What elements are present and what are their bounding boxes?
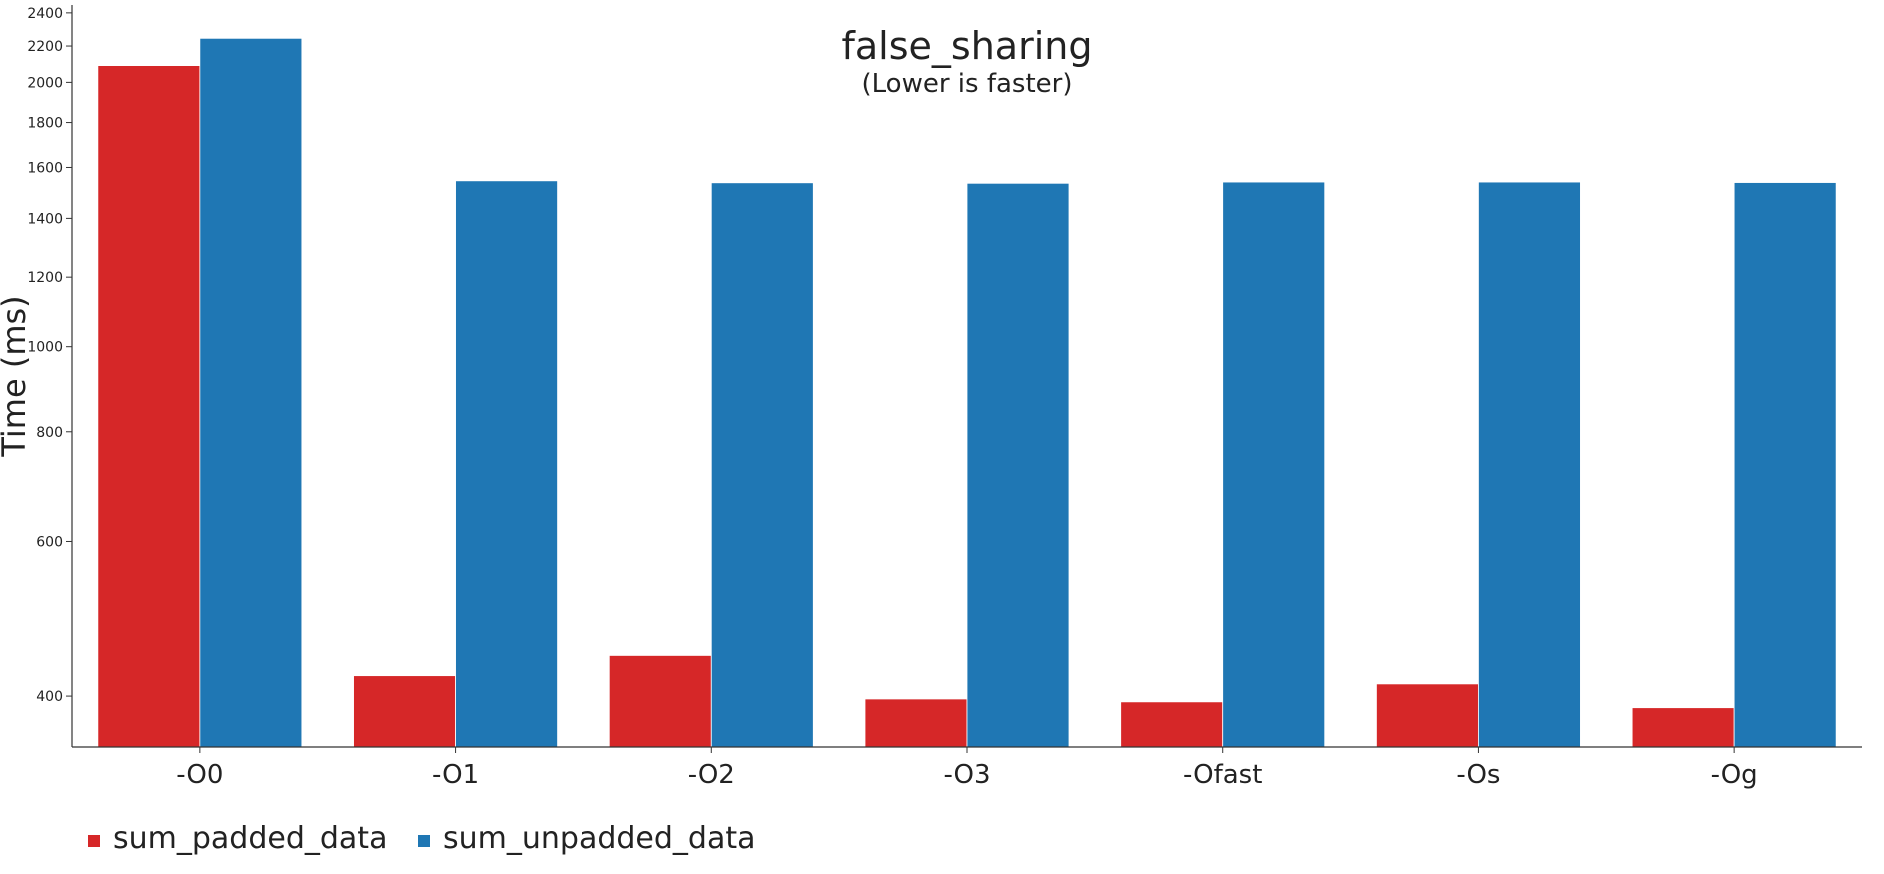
legend-label-sum-unpadded-data: sum_unpadded_data [443,821,755,856]
x-tick-label: -O1 [432,760,479,790]
bar-sum-padded-data-o2 [608,655,712,748]
bar-sum-padded-data-o3 [864,698,968,748]
legend-swatch-sum-unpadded-data [418,835,430,847]
y-tick-label: 2000 [27,75,63,91]
bar-sum-padded-data-o0 [97,65,201,748]
bar-sum-unpadded-data-o2 [710,182,814,748]
legend-label-sum-padded-data: sum_padded_data [113,821,387,856]
bar-sum-padded-data-ofast [1120,701,1224,748]
chart-subtitle: (Lower is faster) [862,69,1073,99]
y-axis-label: Time (ms) [0,295,33,457]
y-tick-label: 2200 [27,39,63,55]
x-tick-label: -Ofast [1183,760,1262,790]
x-tick-label: -O2 [688,760,735,790]
y-tick-label: 600 [36,534,63,550]
bar-sum-padded-data-o1 [353,675,456,748]
y-tick-label: 1600 [27,160,63,176]
chart-title: false_sharing [842,24,1093,68]
legend: sum_padded_data sum_unpadded_data [88,821,755,856]
bars-group [97,37,1837,748]
bar-sum-unpadded-data-o0 [199,37,303,748]
y-tick-label: 1000 [27,340,63,356]
bar-sum-unpadded-data-o1 [455,180,558,748]
y-tick-label: 400 [36,689,63,705]
x-ticks-group: -O0 -O1 -O2 -O3 -Ofast -Os -Og [176,747,1758,790]
bar-sum-padded-data-og [1631,707,1735,748]
y-tick-label: 1400 [27,211,63,227]
x-tick-label: -Og [1711,760,1758,790]
bar-sum-unpadded-data-ofast [1222,181,1326,748]
legend-swatch-sum-padded-data [88,835,100,847]
x-tick-label: -O0 [176,760,223,790]
x-tick-label: -Os [1456,760,1500,790]
y-tick-label: 1800 [27,116,63,132]
bar-sum-padded-data-os [1376,683,1479,748]
bar-sum-unpadded-data-o3 [966,182,1070,748]
bar-sum-unpadded-data-os [1478,181,1581,748]
bar-sum-unpadded-data-og [1733,182,1837,748]
y-tick-label: 2400 [27,6,63,22]
y-ticks-group: 400 600 800 1000 1200 1400 1600 1800 2000 2200 240… [27,6,72,705]
x-tick-label: -O3 [943,760,990,790]
y-tick-label: 1200 [27,270,63,286]
y-tick-label: 800 [36,425,63,441]
